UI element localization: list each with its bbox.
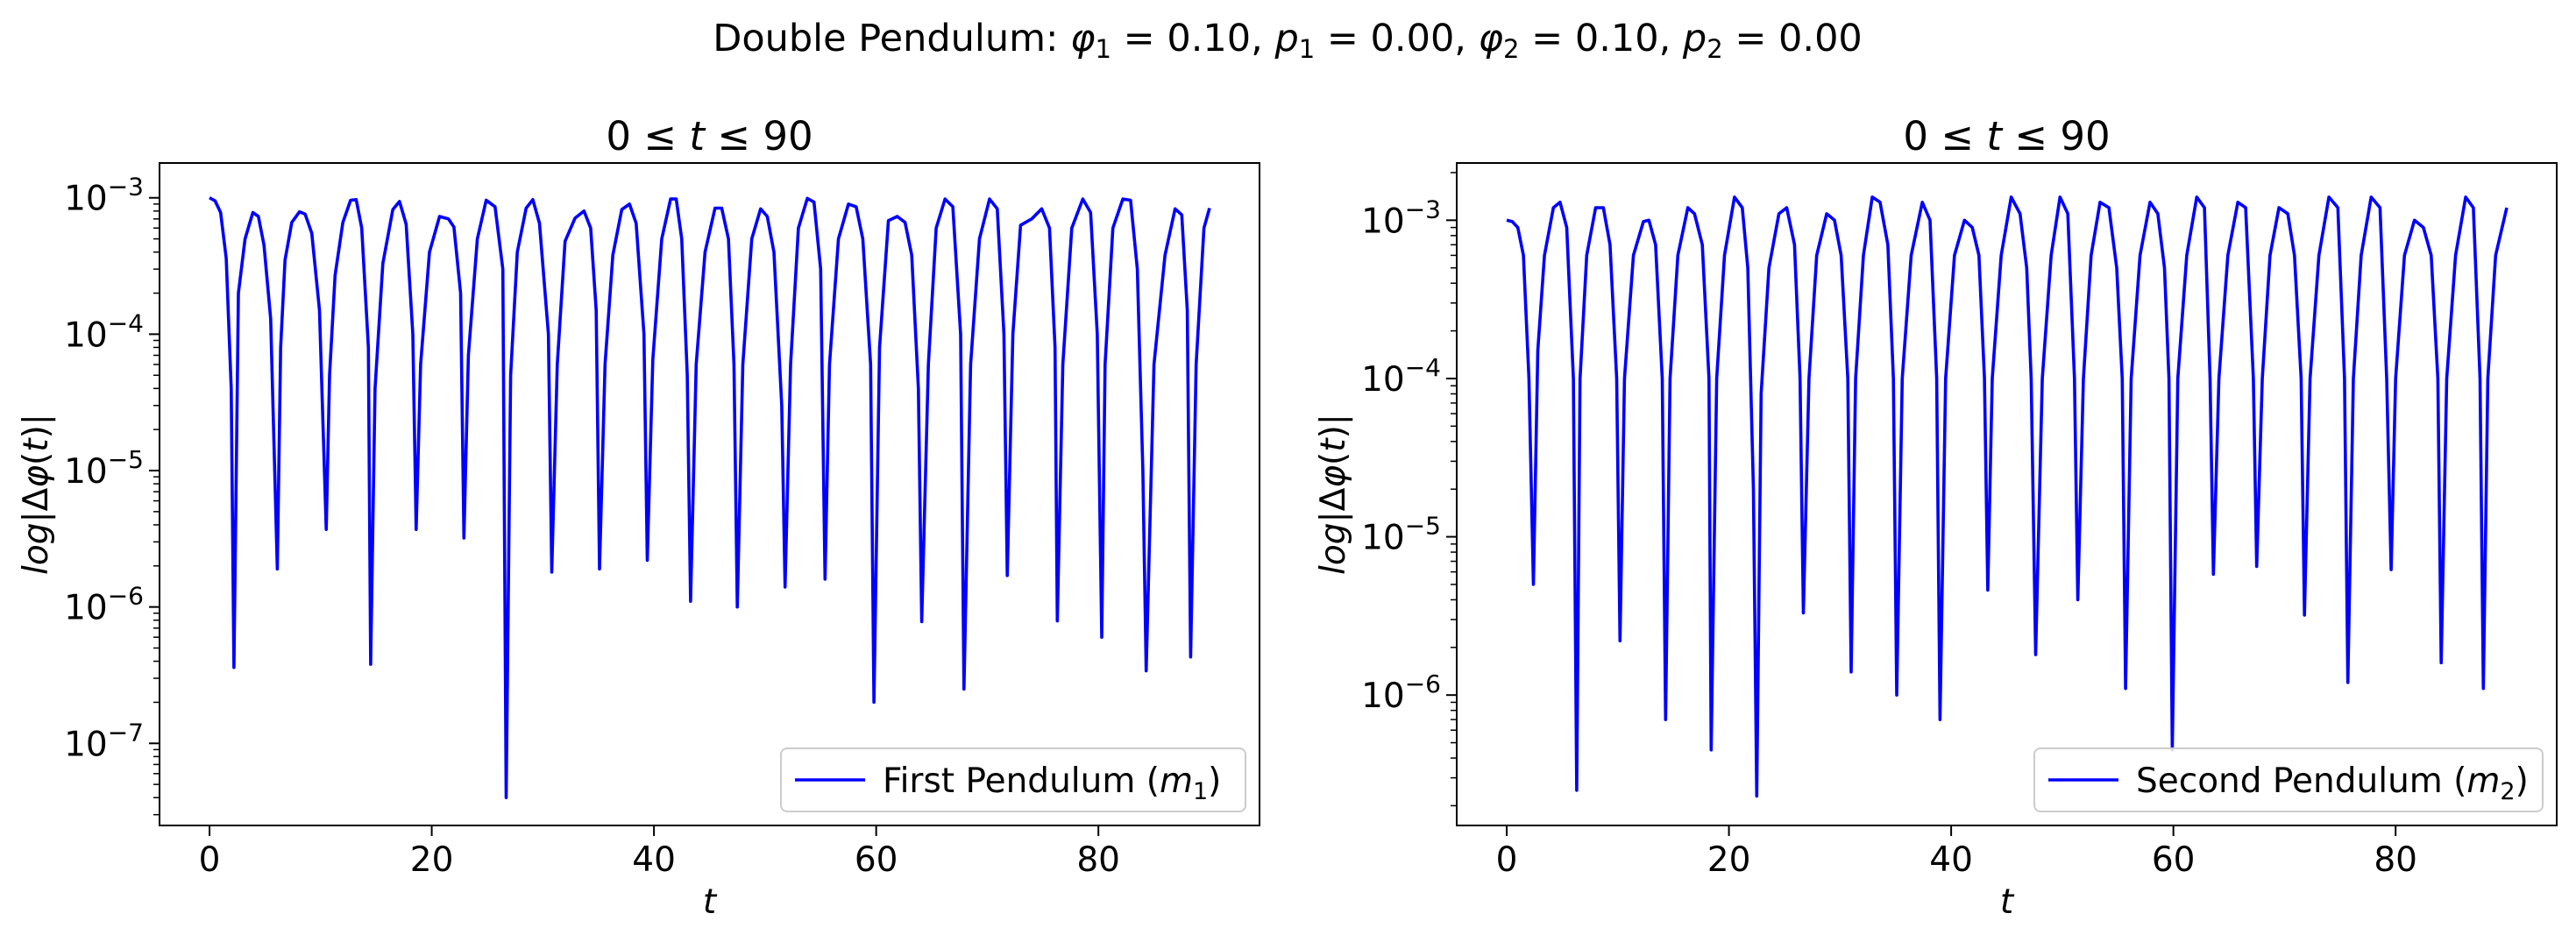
figure-suptitle: Double Pendulum: φ1 = 0.10, p1 = 0.00, φ…	[713, 17, 1863, 64]
y-tick-label: 10−5	[1361, 512, 1441, 558]
x-tick-label: 60	[2152, 840, 2196, 880]
y-tick-label: 10−3	[1361, 195, 1441, 241]
legend-box	[2033, 747, 2544, 812]
chart-panel-first-pendulum: 0 ≤ t ≤ 90 0 20 40 60 80 10−7 10−6 10−5 10−4 10−3 l…	[17, 113, 1260, 922]
x-tick-label: 40	[632, 840, 676, 880]
y-axis-label: log|Δφ(t)|	[17, 414, 56, 575]
x-tick-label: 20	[1707, 840, 1751, 880]
y-tick-label: 10−6	[64, 582, 144, 628]
chart-panel-second-pendulum: 0 ≤ t ≤ 90 0 20 40 60 80 10−6 10−5 10−4 10−3 log|Δ…	[1314, 113, 2558, 922]
x-axis-label: t	[2000, 882, 2015, 922]
series-line-second-pendulum	[1506, 195, 2509, 798]
y-axis-label: log|Δφ(t)|	[1314, 414, 1353, 575]
x-tick-label: 40	[1929, 840, 1973, 880]
axes-frame	[159, 162, 1260, 826]
y-tick-label: 10−4	[1361, 353, 1441, 400]
x-tick-label: 20	[410, 840, 454, 880]
y-tick-label: 10−6	[1361, 669, 1441, 716]
x-tick-label: 80	[2374, 840, 2417, 880]
legend-label: First Pendulum (m1)	[883, 761, 1221, 805]
panel-title: 0 ≤ t ≤ 90	[606, 113, 813, 159]
x-tick-label: 0	[1496, 840, 1518, 880]
x-axis-label: t	[703, 882, 718, 922]
series-line-first-pendulum	[209, 196, 1211, 800]
y-tick-label: 10−5	[64, 445, 144, 492]
x-tick-label: 0	[199, 840, 221, 880]
legend-box	[780, 747, 1246, 812]
legend-label: Second Pendulum (m2)	[2136, 761, 2529, 805]
y-tick-label: 10−7	[64, 718, 144, 764]
panel-title: 0 ≤ t ≤ 90	[1903, 113, 2110, 159]
x-tick-label: 80	[1076, 840, 1120, 880]
x-tick-label: 60	[855, 840, 898, 880]
y-tick-label: 10−3	[64, 173, 144, 219]
y-tick-label: 10−4	[64, 308, 144, 355]
axes-frame	[1456, 162, 2558, 826]
